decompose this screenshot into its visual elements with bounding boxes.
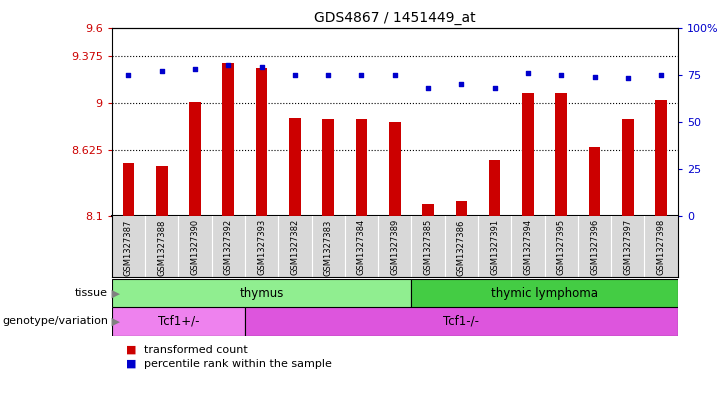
Point [123, 72, 134, 78]
Text: GSM1327394: GSM1327394 [523, 219, 532, 275]
Point [622, 75, 634, 82]
Point [256, 64, 267, 70]
Text: GSM1327388: GSM1327388 [157, 219, 167, 275]
Bar [389, 122, 401, 216]
Bar [555, 93, 567, 216]
Point [555, 72, 567, 78]
Bar [522, 93, 534, 216]
Text: GSM1327396: GSM1327396 [590, 219, 599, 275]
Text: ■: ■ [126, 345, 137, 355]
Text: GSM1327397: GSM1327397 [623, 219, 632, 275]
Text: ▶: ▶ [108, 288, 120, 298]
Point [456, 81, 467, 87]
Bar [622, 119, 634, 216]
Text: genotype/variation: genotype/variation [2, 316, 108, 327]
Point [322, 72, 334, 78]
Text: ▶: ▶ [108, 316, 120, 327]
Bar [289, 118, 301, 216]
Point [522, 70, 534, 76]
Bar [456, 201, 467, 216]
Bar [423, 204, 434, 216]
Text: GSM1327384: GSM1327384 [357, 219, 366, 275]
Text: thymus: thymus [239, 286, 284, 300]
Bar [223, 63, 234, 216]
Text: GSM1327382: GSM1327382 [291, 219, 299, 275]
Text: GSM1327387: GSM1327387 [124, 219, 133, 275]
Point [589, 73, 601, 80]
Point [289, 72, 301, 78]
Bar [412, 279, 678, 307]
Point [189, 66, 200, 72]
Point [489, 85, 500, 91]
Text: GSM1327395: GSM1327395 [557, 219, 566, 275]
Text: GSM1327393: GSM1327393 [257, 219, 266, 275]
Point [223, 62, 234, 68]
Bar [256, 68, 267, 216]
Text: GSM1327385: GSM1327385 [423, 219, 433, 275]
Bar [655, 101, 667, 216]
Text: transformed count: transformed count [144, 345, 248, 355]
Point [389, 72, 401, 78]
Text: GSM1327398: GSM1327398 [657, 219, 665, 275]
Bar [112, 279, 412, 307]
Bar [245, 307, 678, 336]
Point [655, 72, 667, 78]
Text: thymic lymphoma: thymic lymphoma [491, 286, 598, 300]
Title: GDS4867 / 1451449_at: GDS4867 / 1451449_at [314, 11, 476, 25]
Bar [112, 307, 245, 336]
Bar [355, 119, 367, 216]
Text: ■: ■ [126, 359, 137, 369]
Bar [123, 163, 134, 216]
Bar [156, 166, 167, 216]
Point [355, 72, 367, 78]
Text: tissue: tissue [75, 288, 108, 298]
Text: GSM1327390: GSM1327390 [190, 219, 200, 275]
Text: GSM1327389: GSM1327389 [390, 219, 399, 275]
Bar [322, 119, 334, 216]
Bar [489, 160, 500, 216]
Text: GSM1327383: GSM1327383 [324, 219, 332, 275]
Bar [588, 147, 601, 216]
Text: GSM1327392: GSM1327392 [224, 219, 233, 275]
Text: Tcf1+/-: Tcf1+/- [158, 315, 199, 328]
Text: Tcf1-/-: Tcf1-/- [443, 315, 479, 328]
Point [156, 68, 167, 74]
Text: GSM1327391: GSM1327391 [490, 219, 499, 275]
Text: percentile rank within the sample: percentile rank within the sample [144, 359, 332, 369]
Bar [189, 102, 201, 216]
Text: GSM1327386: GSM1327386 [457, 219, 466, 275]
Point [423, 85, 434, 91]
